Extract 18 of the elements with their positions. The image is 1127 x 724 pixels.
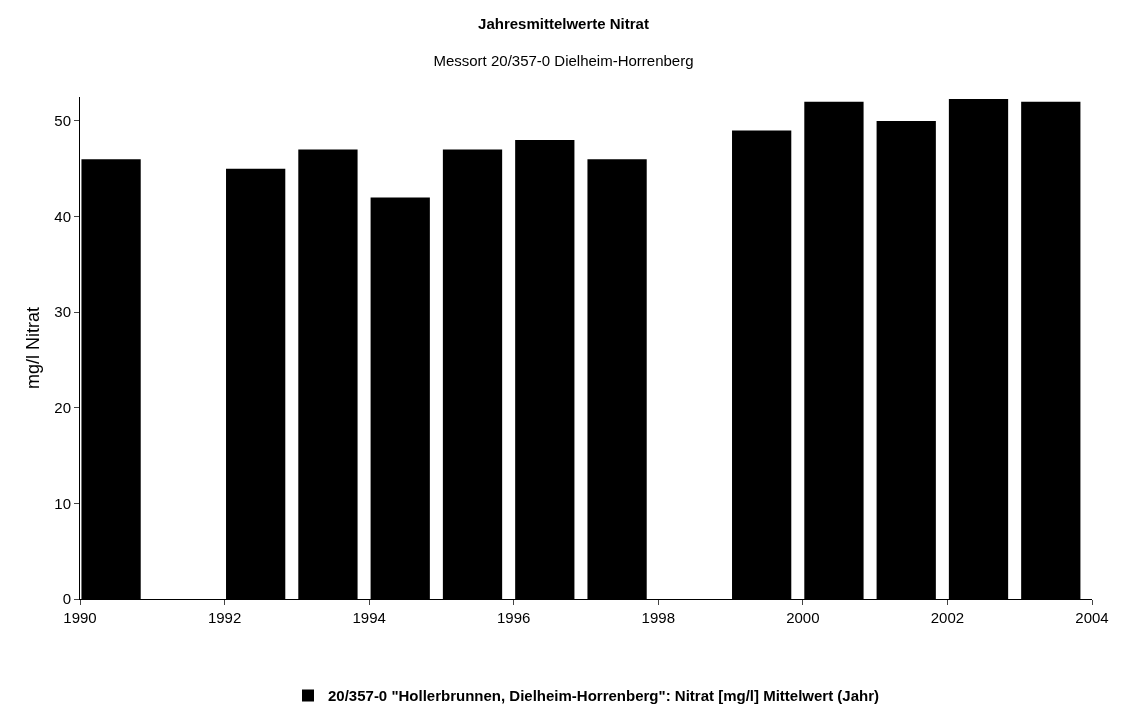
x-tick-label: 1992 (207, 609, 242, 626)
y-tick-label: 40 (54, 207, 71, 225)
y-tick-label: 50 (54, 112, 71, 130)
y-tick-label: 30 (54, 303, 71, 321)
chart-subtitle: Messort 20/357-0 Dielheim-Horrenberg (433, 52, 694, 70)
y-tick-label: 10 (54, 494, 71, 512)
chart-title: Jahresmittelwerte Nitrat (478, 14, 649, 32)
y-tick-label: 20 (54, 399, 71, 417)
x-tick-label: 2000 (786, 609, 820, 626)
x-tick-label: 1996 (497, 609, 531, 626)
x-tick-label: 1998 (641, 609, 675, 626)
y-axis-title: mg/l Nitrat (22, 306, 43, 390)
x-tick-label: 1994 (352, 609, 386, 626)
x-tick-label: 2002 (930, 609, 965, 626)
x-tick-label: 2004 (1075, 609, 1109, 626)
x-tick-label: 1990 (63, 609, 97, 626)
legend-label: 20/357-0 "Hollerbrunnen, Dielheim-Horrenberg": Nitrat [mg/l] Mittelwert (Jahr) (328, 687, 879, 705)
y-tick-label: 0 (62, 590, 71, 608)
